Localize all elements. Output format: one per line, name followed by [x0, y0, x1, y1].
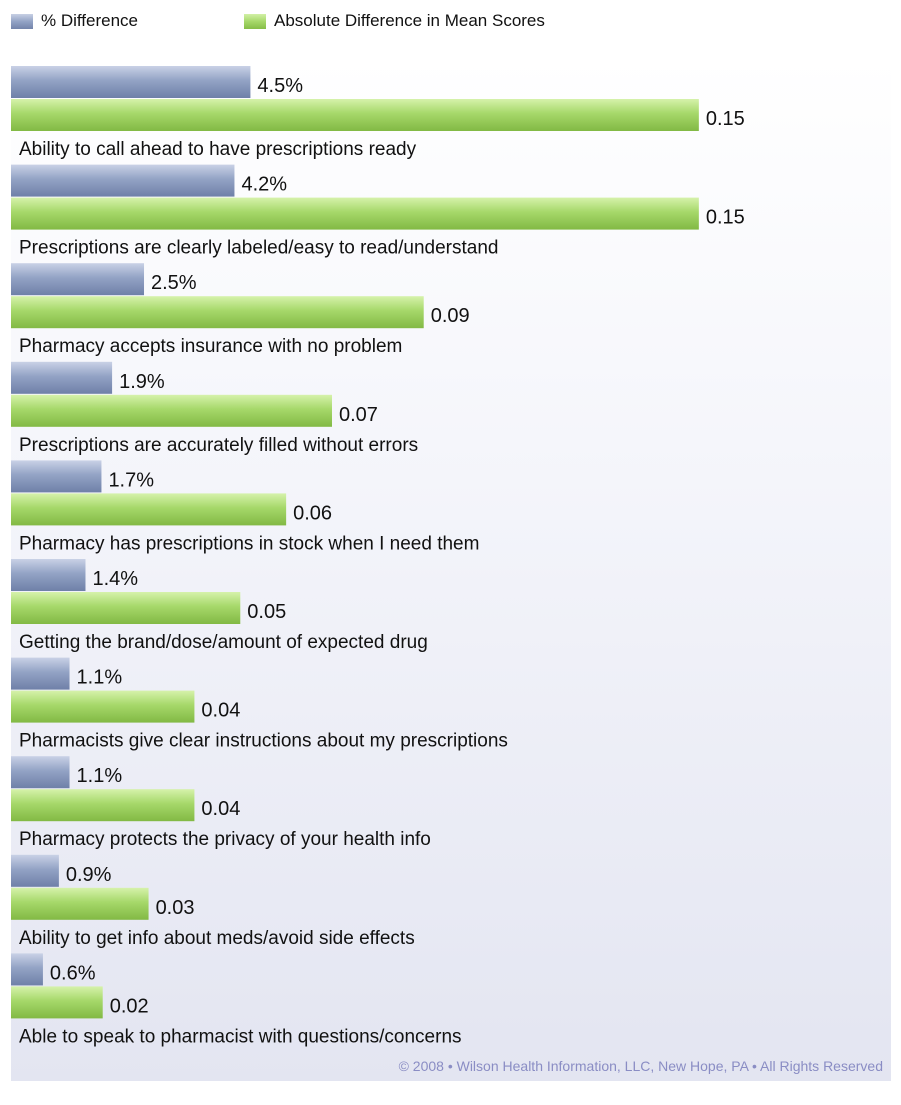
bar-chart: 4.5% 0.15 Ability to call ahead to have pr… — [11, 66, 745, 1047]
bar-pct-difference-10 — [11, 953, 43, 986]
data-label-pct-difference-9: 0.9% — [66, 864, 112, 886]
data-label-absolute-difference-2: 0.15 — [706, 207, 745, 229]
bar-absolute-difference-1 — [11, 99, 699, 131]
category-label-5: Pharmacy has prescriptions in stock when… — [19, 533, 479, 554]
category-label-7: Pharmacists give clear instructions abou… — [19, 731, 508, 752]
bar-absolute-difference-5 — [11, 493, 287, 526]
data-label-absolute-difference-1: 0.15 — [706, 108, 745, 130]
chart-legend: % Difference Absolute Difference in Mean… — [11, 8, 891, 34]
data-label-pct-difference-4: 1.9% — [119, 371, 165, 393]
data-label-absolute-difference-7: 0.04 — [201, 700, 240, 722]
plot-area: 4.5% 0.15 Ability to call ahead to have pr… — [11, 58, 891, 1081]
bar-pct-difference-7 — [11, 657, 70, 690]
category-label-9: Ability to get info about meds/avoid sid… — [19, 928, 415, 949]
category-label-1: Ability to call ahead to have prescripti… — [19, 139, 417, 160]
data-label-absolute-difference-8: 0.04 — [201, 798, 240, 820]
bar-absolute-difference-4 — [11, 394, 332, 427]
bar-absolute-difference-7 — [11, 690, 195, 723]
category-label-2: Prescriptions are clearly labeled/easy t… — [19, 238, 499, 259]
legend-swatch-absolute-difference — [244, 14, 266, 29]
bar-pct-difference-4 — [11, 361, 113, 394]
data-label-absolute-difference-9: 0.03 — [156, 897, 195, 919]
data-label-pct-difference-10: 0.6% — [50, 962, 96, 984]
category-label-8: Pharmacy protects the privacy of your he… — [19, 829, 431, 850]
data-label-pct-difference-6: 1.4% — [92, 568, 138, 590]
data-label-absolute-difference-3: 0.09 — [431, 305, 470, 327]
bar-pct-difference-1 — [11, 66, 251, 98]
category-label-4: Prescriptions are accurately filled with… — [19, 435, 418, 456]
bar-pct-difference-9 — [11, 854, 59, 887]
data-label-pct-difference-2: 4.2% — [241, 174, 287, 196]
legend-label-pct-difference: % Difference — [41, 11, 139, 30]
bar-pct-difference-3 — [11, 263, 145, 296]
bar-absolute-difference-8 — [11, 789, 195, 822]
data-label-pct-difference-5: 1.7% — [108, 469, 154, 491]
bar-absolute-difference-3 — [11, 296, 424, 329]
legend-swatch-pct-difference — [11, 14, 33, 29]
data-label-absolute-difference-6: 0.05 — [247, 601, 286, 623]
data-label-absolute-difference-4: 0.07 — [339, 404, 378, 426]
bar-absolute-difference-2 — [11, 197, 699, 230]
category-label-6: Getting the brand/dose/amount of expecte… — [19, 632, 428, 653]
bar-pct-difference-8 — [11, 756, 70, 789]
bar-pct-difference-6 — [11, 559, 86, 591]
category-label-10: Able to speak to pharmacist with questio… — [19, 1026, 462, 1047]
data-label-absolute-difference-10: 0.02 — [110, 995, 149, 1017]
data-label-pct-difference-8: 1.1% — [77, 765, 123, 787]
copyright-notice: © 2008 • Wilson Health Information, LLC,… — [398, 1058, 883, 1074]
bar-absolute-difference-10 — [11, 986, 103, 1019]
data-label-pct-difference-1: 4.5% — [257, 75, 303, 97]
legend-label-absolute-difference: Absolute Difference in Mean Scores — [274, 11, 545, 30]
bar-pct-difference-2 — [11, 164, 235, 197]
bar-absolute-difference-6 — [11, 592, 241, 624]
category-label-3: Pharmacy accepts insurance with no probl… — [19, 336, 402, 357]
data-label-absolute-difference-5: 0.06 — [293, 502, 332, 524]
bar-pct-difference-5 — [11, 460, 102, 493]
data-label-pct-difference-7: 1.1% — [77, 667, 123, 689]
data-label-pct-difference-3: 2.5% — [151, 272, 197, 294]
bar-absolute-difference-9 — [11, 887, 149, 920]
